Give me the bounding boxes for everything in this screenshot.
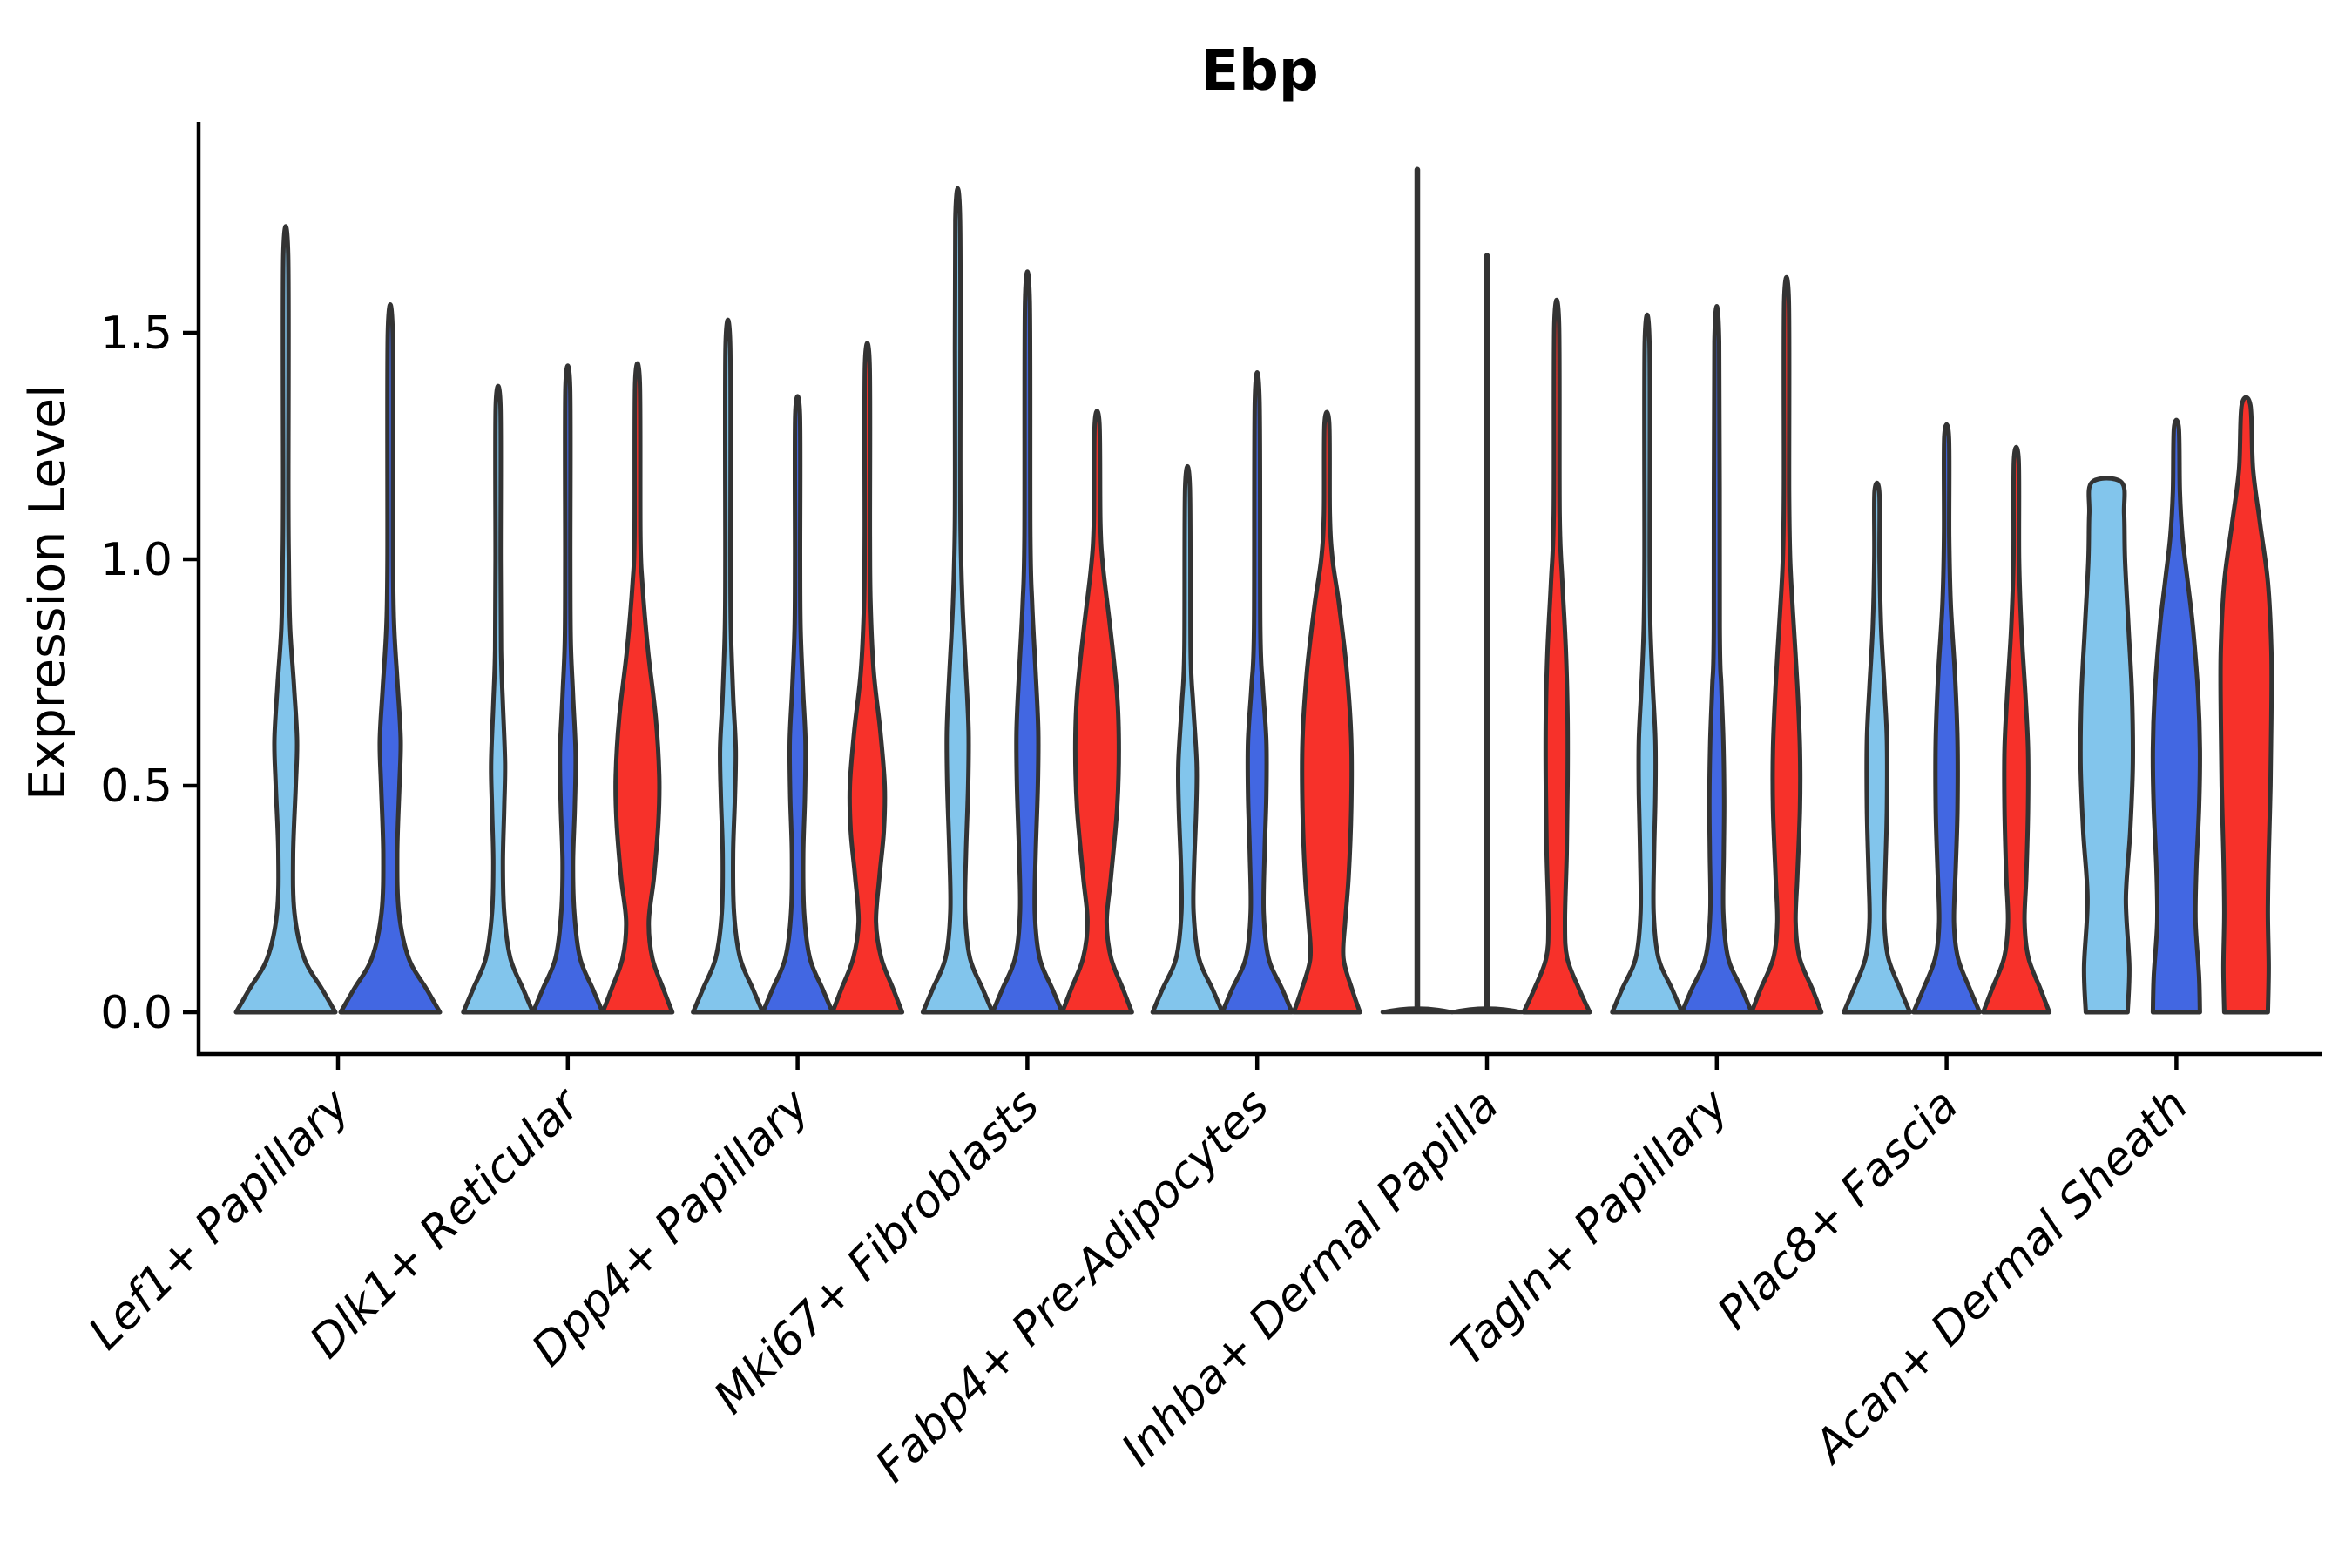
violin-c7-s0 <box>1842 480 1913 1015</box>
violin-c0-s1 <box>338 302 443 1015</box>
violin-c1-s1 <box>531 363 605 1015</box>
violin-c8-s2 <box>2218 395 2274 1015</box>
violin-c3-s1 <box>990 269 1064 1015</box>
x-tick-label-4: Fabp4+ Pre-Adipocytes <box>866 1079 1280 1493</box>
violin-c8-s0 <box>2078 476 2135 1015</box>
y-tick-label-3: 1.5 <box>100 308 172 360</box>
x-tick-label-8: Acan+ Dermal Sheath <box>1803 1079 2199 1475</box>
violin-c4-s2 <box>1291 409 1362 1015</box>
y-tick-label-1: 0.5 <box>100 760 172 813</box>
violin-c6-s1 <box>1680 304 1754 1015</box>
violin-c3-s2 <box>1059 409 1134 1015</box>
axis-spines <box>196 122 2322 1057</box>
y-tick-label-0: 0.0 <box>100 987 172 1039</box>
y-axis-label: Expression Level <box>19 384 77 801</box>
violin-c6-s2 <box>1749 275 1824 1015</box>
violin-c2-s0 <box>691 317 766 1015</box>
y-tick-label-2: 1.0 <box>100 534 172 586</box>
x-tick-label-5: Inhba+ Dermal Papilla <box>1112 1079 1509 1477</box>
violin-c3-s0 <box>920 186 995 1015</box>
violin-c5-s2 <box>1521 298 1592 1015</box>
violin-c8-s1 <box>2150 417 2202 1015</box>
violin-c1-s0 <box>461 383 536 1015</box>
violin-c4-s1 <box>1220 370 1294 1015</box>
violin-c7-s2 <box>1981 444 2052 1015</box>
violin-c2-s1 <box>760 394 835 1015</box>
violin-c0-s0 <box>233 224 338 1015</box>
violin-c1-s2 <box>600 361 675 1015</box>
violin-c7-s1 <box>1911 422 1983 1015</box>
violin-c6-s0 <box>1610 312 1685 1015</box>
violin-c4-s0 <box>1150 464 1225 1015</box>
plot-title: Ebp <box>1200 39 1318 104</box>
axes <box>183 122 2322 1070</box>
x-tick-label-7: Plac8+ Fascia <box>1708 1079 1969 1340</box>
violin-c2-s2 <box>830 341 905 1015</box>
violins <box>233 166 2274 1015</box>
